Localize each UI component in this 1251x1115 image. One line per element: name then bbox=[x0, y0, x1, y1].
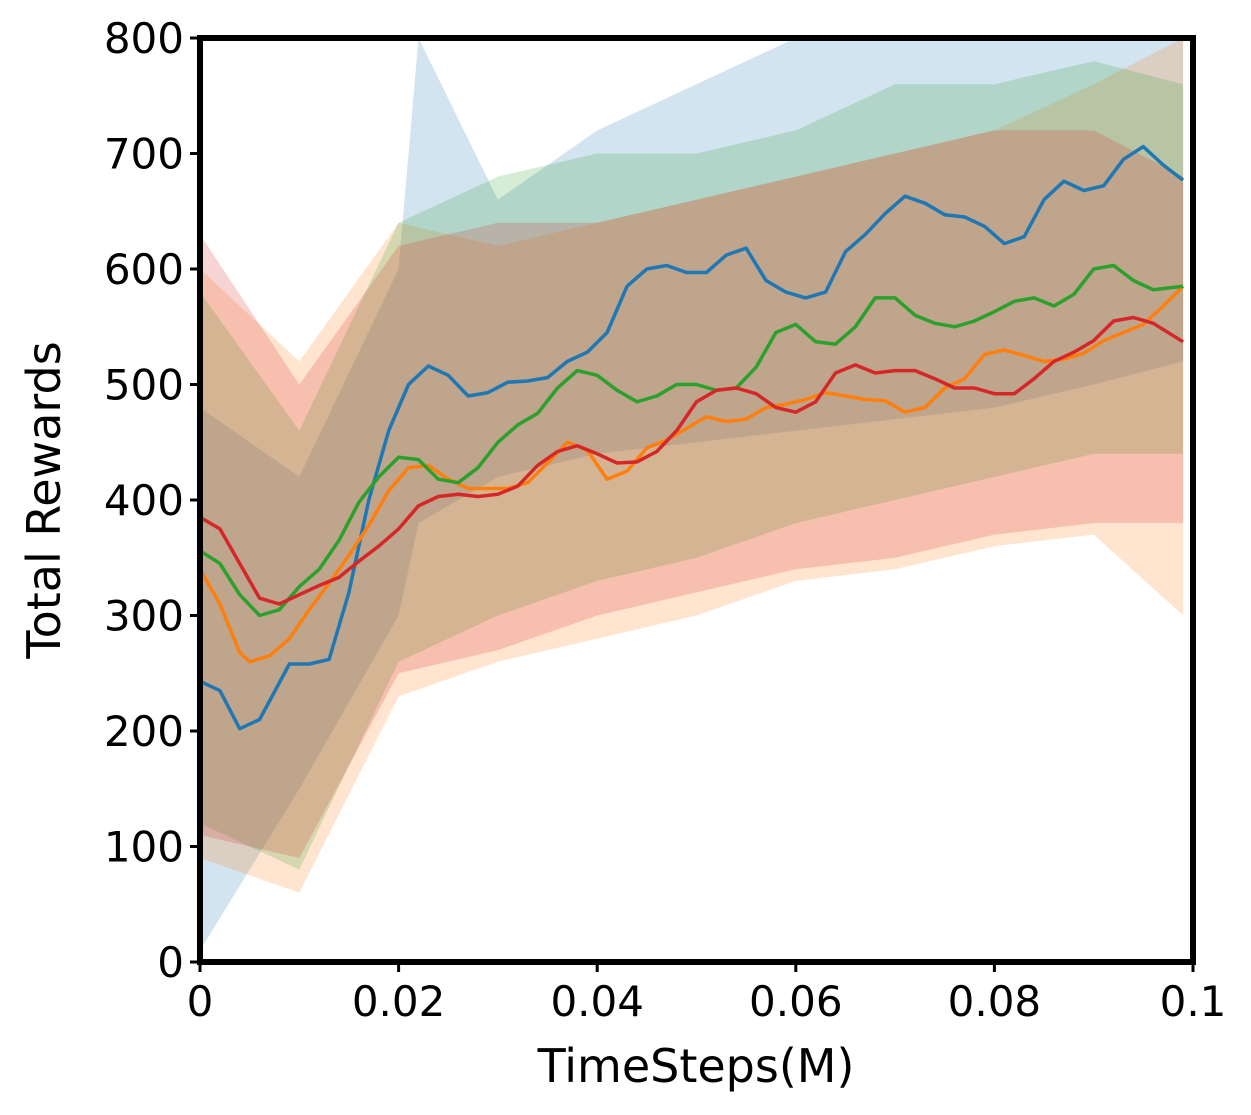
y-axis-ticks: 0 100 200 300 400 500 600 700 800 bbox=[104, 14, 200, 987]
series-4-band bbox=[200, 130, 1184, 858]
series-lines bbox=[198, 144, 1185, 731]
x-tick-label: 0.04 bbox=[550, 977, 644, 1026]
x-axis-label: TimeSteps(M) bbox=[537, 1039, 855, 1093]
y-tick-label: 500 bbox=[104, 361, 184, 410]
series-1-line bbox=[199, 144, 1185, 731]
x-tick-label: 0 bbox=[187, 977, 214, 1026]
x-tick-label: 0.02 bbox=[352, 977, 446, 1026]
x-tick-label: 0.1 bbox=[1160, 977, 1227, 1026]
y-tick-label: 400 bbox=[104, 476, 184, 525]
y-axis-label: Total Rewards bbox=[17, 341, 71, 659]
x-axis-ticks: 0 0.02 0.04 0.06 0.08 0.1 bbox=[187, 962, 1227, 1026]
series-4-line bbox=[199, 315, 1185, 606]
x-tick-label: 0.06 bbox=[749, 977, 843, 1026]
series-3-band bbox=[200, 61, 1184, 870]
series-3-line bbox=[199, 263, 1184, 618]
confidence-bands bbox=[200, 38, 1184, 951]
series-2-band bbox=[200, 38, 1184, 893]
y-tick-label: 100 bbox=[104, 823, 184, 872]
x-tick-label: 0.08 bbox=[948, 977, 1042, 1026]
y-tick-label: 200 bbox=[104, 707, 184, 756]
y-tick-label: 300 bbox=[104, 592, 184, 641]
y-tick-label: 0 bbox=[157, 938, 184, 987]
y-tick-label: 800 bbox=[104, 14, 184, 63]
y-tick-label: 600 bbox=[104, 245, 184, 294]
y-tick-label: 700 bbox=[104, 130, 184, 179]
series-2-line bbox=[198, 285, 1185, 664]
series-1-band bbox=[200, 38, 1184, 951]
